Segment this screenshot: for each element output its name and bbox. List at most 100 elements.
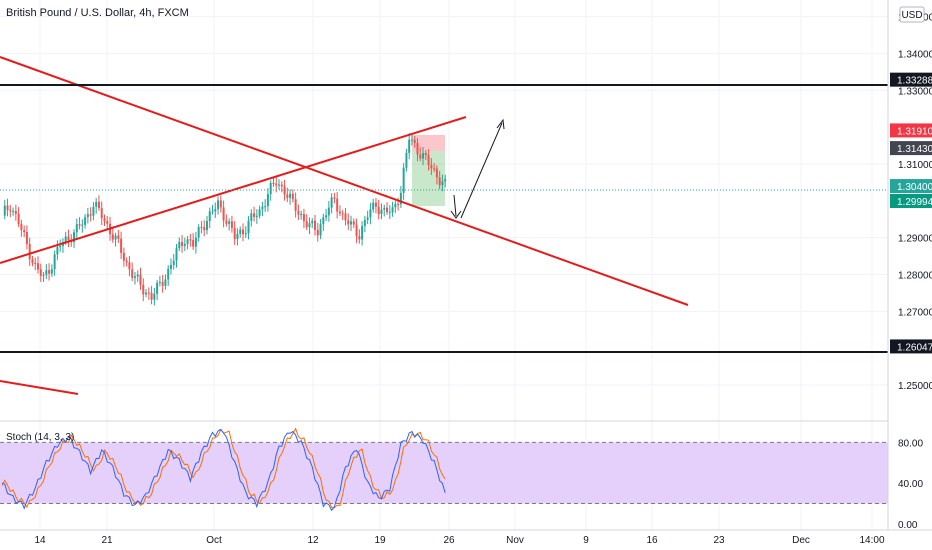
- candle-body: [3, 205, 6, 216]
- candle-body: [34, 263, 37, 265]
- candle-body: [388, 212, 391, 214]
- candle-body: [131, 269, 134, 278]
- candle-body: [319, 224, 322, 236]
- candle-body: [291, 193, 294, 200]
- candle-body: [78, 224, 81, 226]
- currency-button[interactable]: USD: [899, 6, 925, 23]
- candle-body: [37, 263, 40, 270]
- candle-body: [372, 202, 375, 210]
- short-trendline[interactable]: [0, 380, 79, 395]
- price-tick-label: 1.31000: [898, 160, 932, 171]
- candle-body: [181, 241, 184, 246]
- price-tick-label: 1.34000: [898, 49, 932, 60]
- candle-body: [156, 282, 159, 294]
- candle-body: [352, 221, 355, 225]
- drawings[interactable]: [0, 56, 888, 395]
- candles: [3, 133, 447, 306]
- candle-body: [408, 139, 411, 153]
- candle-body: [95, 201, 98, 207]
- price-label: 1.31430: [897, 144, 932, 155]
- candle-body: [200, 227, 203, 229]
- candle-body: [325, 215, 328, 218]
- time-tick-label: 26: [443, 535, 455, 546]
- candle-body: [297, 210, 300, 215]
- candle-body: [228, 221, 231, 224]
- candle-body: [17, 213, 20, 225]
- stoch-tick-label: 40.00: [898, 479, 923, 490]
- descending-trendline[interactable]: [0, 56, 689, 306]
- time-tick-label: 12: [307, 535, 319, 546]
- candle-body: [128, 262, 131, 270]
- candle-body: [178, 241, 181, 249]
- candle-body: [164, 279, 167, 286]
- candle-body: [208, 211, 211, 221]
- candle-body: [45, 270, 48, 275]
- candle-body: [233, 228, 236, 240]
- candle-body: [330, 197, 333, 208]
- price-label-tag: [890, 72, 932, 87]
- stochastic-pane: [0, 427, 888, 512]
- candle-body: [6, 205, 9, 210]
- arrow-down-icon[interactable]: [450, 194, 462, 219]
- candle-body: [311, 220, 314, 224]
- candle-body: [86, 214, 89, 218]
- candle-body: [283, 186, 286, 195]
- price-label-tag: [890, 141, 932, 156]
- candle-body: [230, 221, 233, 229]
- candle-body: [275, 183, 278, 186]
- candle-body: [236, 233, 239, 240]
- candle-body: [120, 238, 123, 253]
- candle-body: [341, 213, 344, 215]
- time-tick-label: 19: [374, 535, 386, 546]
- candle-body: [100, 208, 103, 219]
- main-grid: [0, 0, 888, 530]
- time-tick-label: Dec: [792, 535, 810, 546]
- candle-body: [214, 209, 217, 212]
- candle-body: [394, 203, 397, 208]
- arrow-up-icon[interactable]: [460, 118, 505, 219]
- candle-body: [192, 240, 195, 247]
- candle-body: [258, 209, 261, 216]
- candle-body: [314, 220, 317, 230]
- candle-body: [59, 246, 62, 248]
- candle-body: [255, 215, 258, 217]
- candle-body: [133, 276, 136, 278]
- time-tick-label: 16: [646, 535, 658, 546]
- candle-body: [56, 246, 59, 255]
- candle-body: [136, 274, 139, 277]
- stop-loss-zone[interactable]: [412, 135, 445, 151]
- candle-body: [14, 211, 17, 214]
- candle-body: [106, 221, 109, 224]
- candle-body: [322, 217, 325, 225]
- candle-body: [397, 203, 400, 205]
- candle-body: [438, 177, 441, 186]
- candle-body: [280, 184, 283, 187]
- candle-body: [336, 198, 339, 212]
- candle-body: [391, 207, 394, 213]
- candle-body: [300, 214, 303, 216]
- price-label: 1.31910: [897, 126, 932, 137]
- candle-body: [150, 292, 153, 300]
- candle-body: [92, 206, 95, 216]
- candle-body: [435, 168, 438, 178]
- candle-body: [145, 292, 148, 295]
- candle-body: [327, 207, 330, 216]
- candle-body: [441, 181, 444, 186]
- price-tick-label: 1.27000: [898, 307, 932, 318]
- stoch-tick-label: 0.00: [898, 520, 918, 531]
- candle-body: [183, 243, 186, 246]
- candle-body: [64, 236, 67, 243]
- candle-body: [380, 209, 383, 215]
- candle-body: [430, 165, 433, 169]
- price-tick-label: 1.25000: [898, 381, 932, 392]
- price-label-tag: [890, 194, 932, 209]
- time-axis[interactable]: 14 21 Oct 12 19 26 Nov 9 16 23 Dec 14:00: [34, 535, 885, 546]
- ascending-trendline[interactable]: [0, 116, 467, 264]
- candle-body: [244, 233, 247, 235]
- time-tick-label: 23: [713, 535, 725, 546]
- candle-body: [294, 199, 297, 211]
- price-label: 1.29994: [897, 197, 932, 208]
- candle-body: [358, 236, 361, 240]
- stoch-band: [0, 442, 888, 504]
